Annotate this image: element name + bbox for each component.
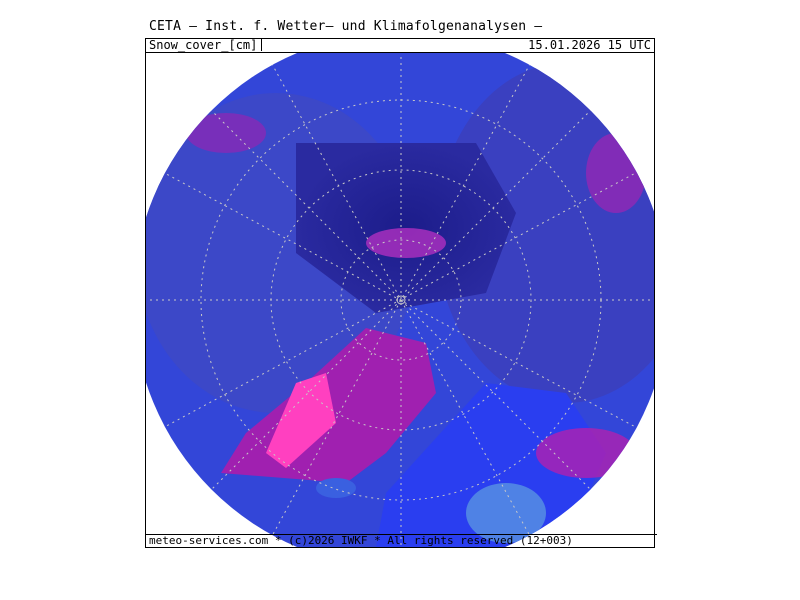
graticule xyxy=(146,53,654,547)
siberia-deep-snow xyxy=(586,133,646,213)
valid-datetime: 15.01.2026 15 UTC xyxy=(528,38,651,52)
map-canvas xyxy=(146,53,654,547)
footer-credit: meteo-services.com * (c)2026 IWKF * All … xyxy=(146,534,657,547)
map-header-bar: Snow_cover_[cm] 15.01.2026 15 UTC xyxy=(145,38,655,53)
north-pole-marker xyxy=(396,295,406,305)
greenland-interior xyxy=(266,373,336,468)
arctic-snow-band xyxy=(366,228,446,258)
alaska-snow xyxy=(186,113,266,153)
variable-box xyxy=(146,38,262,51)
variable-label: Snow_cover_[cm] xyxy=(149,38,258,52)
iceland xyxy=(316,478,356,498)
map-title: CETA – Inst. f. Wetter– und Klimafolgena… xyxy=(149,19,543,34)
snow-cover-map xyxy=(145,52,655,548)
scandinavia-russia-snow xyxy=(536,428,636,478)
